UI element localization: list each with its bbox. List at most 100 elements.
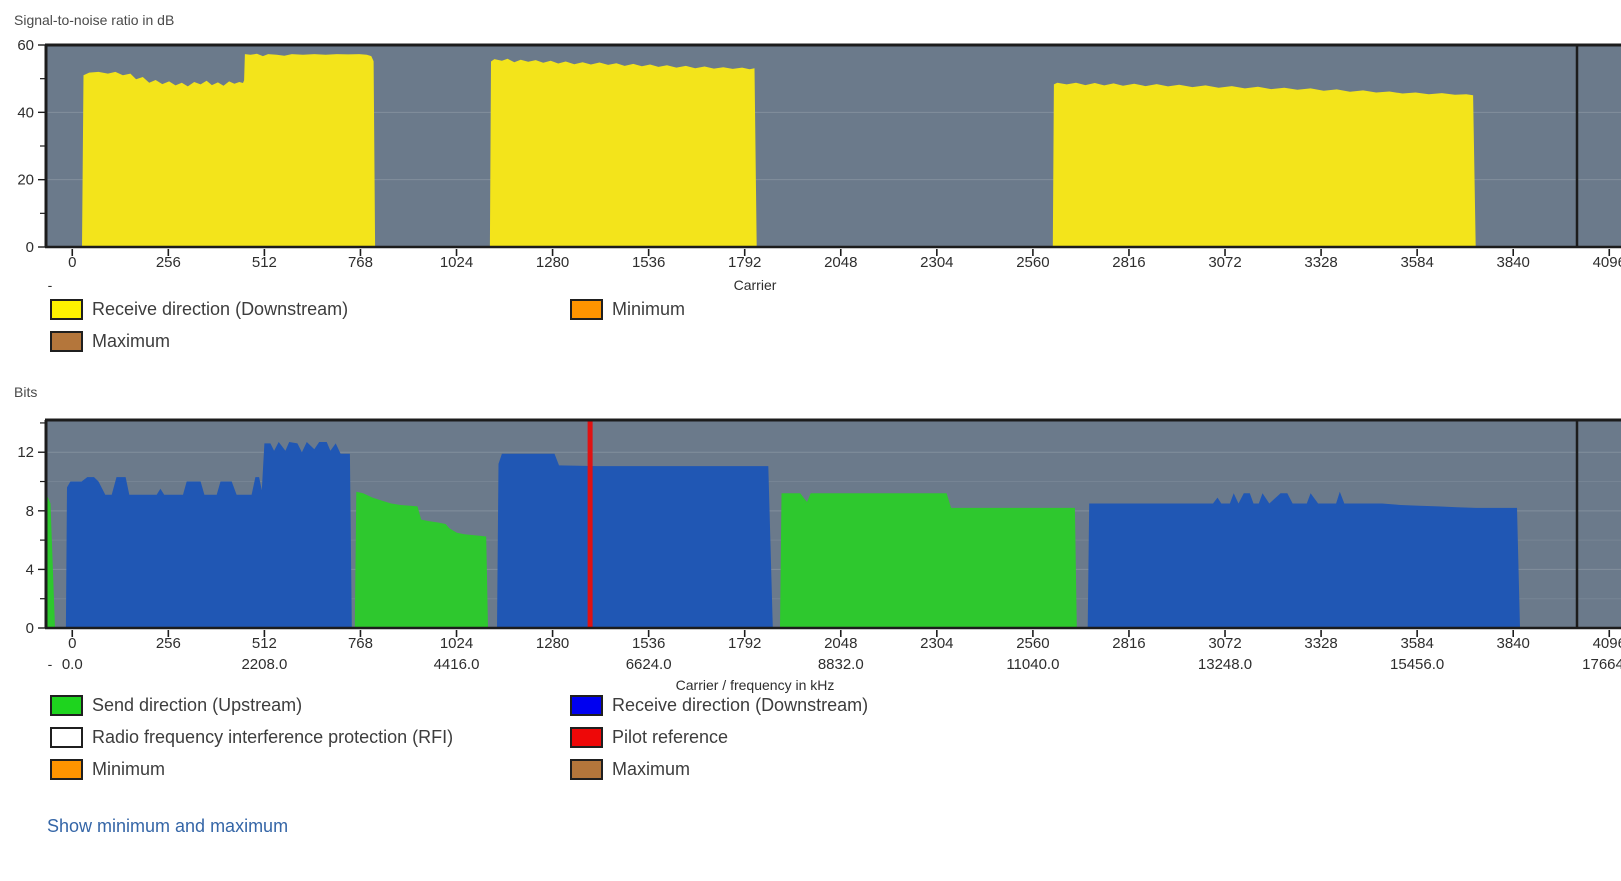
bits-y-tick-label: 0 (26, 620, 34, 637)
snr-y-tick-label: 60 (17, 37, 34, 54)
bits-x-tick-label: 2304 (920, 635, 953, 652)
snr-x-tick-label: 768 (348, 254, 373, 271)
bits-x-tick-label: 3840 (1497, 635, 1530, 652)
freq-tick-label: 15456.0 (1390, 656, 1444, 673)
legend-item-upstream: Send direction (Upstream) (50, 695, 570, 716)
freq-tick-label: 13248.0 (1198, 656, 1252, 673)
snr-x-axis-title: Carrier (734, 277, 777, 293)
bits-area-send-direction-upstream (780, 493, 1077, 628)
legend-item-minimum: Minimum (570, 299, 685, 320)
bits-area-send-direction-upstream (354, 491, 488, 628)
bits-x-tick-label: 1792 (728, 635, 761, 652)
legend-item-pilot: Pilot reference (570, 727, 868, 748)
legend-label: Receive direction (Downstream) (92, 299, 349, 319)
snr-x-tick-label: 1024 (440, 254, 473, 271)
snr-x-tick-label: 1280 (536, 254, 569, 271)
maximum-swatch (50, 331, 83, 352)
bits-x-axis-title: Carrier / frequency in kHz (676, 677, 835, 693)
snr-edge-label: - (48, 277, 53, 293)
bits-area-receive-direction-downstream (497, 453, 773, 628)
bits-x-tick-label: 512 (252, 635, 277, 652)
legend-item-maximum: Maximum (570, 759, 868, 780)
legend-item-maximum: Maximum (50, 331, 570, 352)
snr-area-receive-direction-downstream (489, 58, 757, 247)
bits-x-tick-label: 2816 (1112, 635, 1145, 652)
snr-y-tick-label: 20 (17, 172, 34, 189)
bits-y-tick-label: 8 (26, 503, 34, 520)
freq-tick-label: 17664.0 (1582, 656, 1621, 673)
snr-chart: 0 256 512 768 1024 1280 1536 1792 2048 2304 2560 28… (17, 37, 1621, 293)
snr-chart-title: Signal-to-noise ratio in dB (14, 12, 175, 28)
legend-label: Send direction (Upstream) (92, 695, 303, 715)
bits-x-tick-label: 3328 (1304, 635, 1337, 652)
bits-chart-title: Bits (14, 384, 38, 400)
bits-y-tick-label: 4 (26, 561, 34, 578)
snr-legend: Receive direction (Downstream) Minimum M… (50, 299, 685, 352)
bits-x-tick-label: 1280 (536, 635, 569, 652)
upstream-swatch (50, 695, 83, 716)
snr-x-tick-label: 3584 (1400, 254, 1433, 271)
snr-x-tick-label: 2304 (920, 254, 953, 271)
bits-x-tick-label: 1024 (440, 635, 473, 652)
freq-tick-label: 2208.0 (241, 656, 287, 673)
bits-x-tick-label: 256 (156, 635, 181, 652)
snr-x-tick-label: 3072 (1208, 254, 1241, 271)
snr-x-tick-label: 2816 (1112, 254, 1145, 271)
freq-tick-label: 6624.0 (626, 656, 672, 673)
legend-label: Receive direction (Downstream) (612, 695, 869, 715)
legend-label: Maximum (92, 331, 171, 351)
snr-x-tick-label: 1792 (728, 254, 761, 271)
bits-y-tick-label: 12 (17, 444, 34, 461)
snr-x-tick-label: 1536 (632, 254, 665, 271)
bits-legend: Send direction (Upstream) Receive direct… (50, 695, 868, 780)
snr-x-tick-label: 256 (156, 254, 181, 271)
maximum-swatch (570, 759, 603, 780)
bits-x-tick-label: 2048 (824, 635, 857, 652)
legend-item-rfi: Radio frequency interference protection … (50, 727, 570, 748)
snr-x-tick-label: 512 (252, 254, 277, 271)
freq-tick-label: 4416.0 (434, 656, 480, 673)
bits-x-tick-label: 2560 (1016, 635, 1049, 652)
freq-tick-label: 11040.0 (1006, 656, 1059, 673)
snr-y-tick-label: 0 (26, 239, 34, 256)
legend-label: Minimum (92, 759, 166, 779)
freq-tick-label: 8832.0 (818, 656, 864, 673)
snr-y-tick-label: 40 (17, 104, 34, 121)
legend-item-minimum: Minimum (50, 759, 570, 780)
bits-x-tick-label: 0 (68, 635, 76, 652)
bits-chart: 0 256 512 768 1024 1280 1536 1792 2048 2304 2560 28… (17, 418, 1621, 693)
bits-x-tick-label: 768 (348, 635, 373, 652)
snr-x-tick-label: 3328 (1304, 254, 1337, 271)
legend-label: Maximum (612, 759, 691, 779)
snr-x-tick-label: 2048 (824, 254, 857, 271)
snr-x-tick-label: 0 (68, 254, 76, 271)
downstream-swatch (570, 695, 603, 716)
legend-item-downstream: Receive direction (Downstream) (50, 299, 570, 320)
bits-x-tick-label: 1536 (632, 635, 665, 652)
bits-x-tick-label: 3584 (1400, 635, 1433, 652)
bits-edge-label: - (48, 656, 53, 672)
bits-x-tick-label: 4096 (1593, 635, 1621, 652)
legend-label: Minimum (612, 299, 686, 319)
snr-x-tick-label: 3840 (1497, 254, 1530, 271)
bits-x-tick-label: 3072 (1208, 635, 1241, 652)
legend-label: Radio frequency interference protection … (92, 727, 454, 747)
freq-tick-label: 0.0 (62, 656, 83, 673)
rfi-swatch (50, 727, 83, 748)
pilot-reference-line (587, 421, 593, 628)
snr-x-tick-label: 2560 (1016, 254, 1049, 271)
downstream-swatch (50, 299, 83, 320)
legend-label: Pilot reference (612, 727, 729, 747)
pilot-swatch (570, 727, 603, 748)
legend-item-downstream: Receive direction (Downstream) (570, 695, 868, 716)
bits-area-receive-direction-downstream (65, 442, 352, 628)
snr-area-receive-direction-downstream (1052, 82, 1476, 247)
bits-area-send-direction-upstream (45, 493, 55, 628)
show-min-max-link[interactable]: Show minimum and maximum (47, 816, 289, 836)
snr-area-receive-direction-downstream (82, 53, 376, 247)
minimum-swatch (570, 299, 603, 320)
minimum-swatch (50, 759, 83, 780)
bits-area-receive-direction-downstream (1087, 491, 1520, 628)
